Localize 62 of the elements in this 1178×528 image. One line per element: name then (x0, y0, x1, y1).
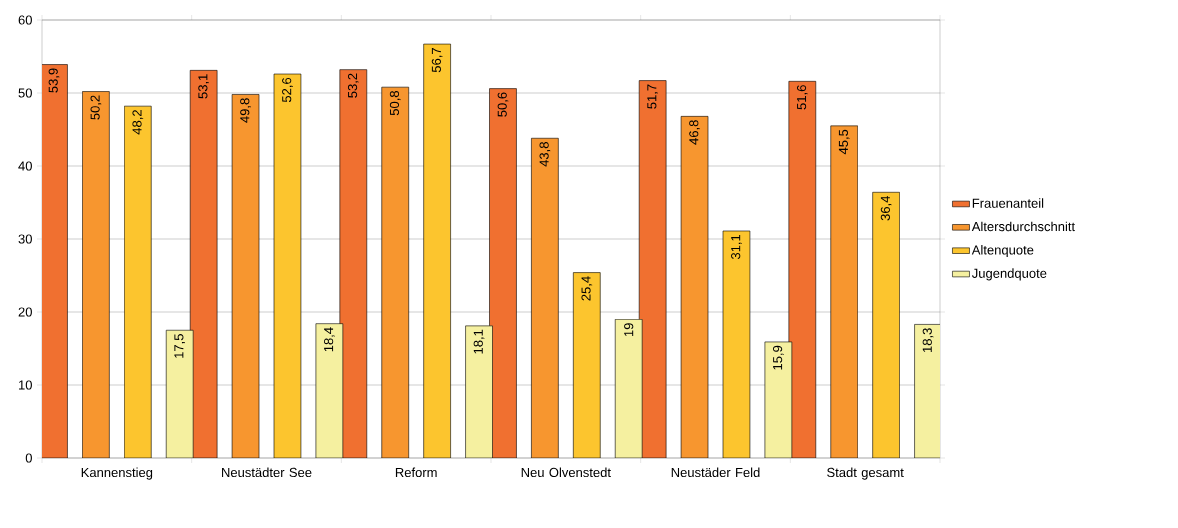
y-tick-label: 0 (25, 453, 32, 463)
data-label: 36,4 (880, 195, 892, 221)
bar (681, 116, 709, 458)
x-tick-label: Neu Olvenstedt (521, 467, 611, 478)
data-label: 53,9 (48, 68, 60, 93)
data-label: 51,7 (647, 84, 658, 109)
data-label: 53,1 (198, 74, 210, 99)
data-label: 49,8 (240, 98, 251, 123)
y-tick-label: 40 (18, 161, 32, 171)
data-label: 45,5 (838, 129, 850, 155)
bar (423, 44, 451, 458)
data-label: 18,3 (922, 328, 934, 353)
bar (42, 64, 68, 458)
y-tick-label: 20 (18, 307, 32, 317)
x-tick-label: Neustäder Feld (671, 467, 760, 478)
x-tick-label: Neustädter See (222, 467, 312, 478)
legend-label: Frauenanteil (972, 198, 1044, 208)
y-tick-label: 60 (18, 15, 32, 25)
bar (531, 138, 559, 458)
legend-label: Altenquote (971, 244, 1034, 258)
data-label: 25,4 (581, 276, 593, 301)
bar (273, 74, 301, 458)
bar (722, 230, 750, 458)
bar (339, 69, 367, 458)
data-label: 51,6 (796, 85, 808, 110)
bar (489, 88, 517, 458)
data-label: 46,8 (689, 120, 700, 145)
bar (166, 330, 194, 458)
bar (232, 94, 260, 458)
data-label: 19 (624, 323, 634, 337)
bar (830, 125, 858, 458)
x-tick-label: Reform (395, 467, 437, 478)
data-label: 18,4 (323, 327, 335, 352)
y-tick-label: 10 (18, 380, 32, 390)
bar (615, 319, 643, 458)
data-label: 50,6 (497, 92, 509, 117)
bar (465, 325, 493, 458)
data-label: 48,2 (132, 110, 144, 135)
bar (381, 87, 409, 458)
x-tick-label: Stadt gesamt (827, 467, 904, 480)
data-label: 52,6 (282, 77, 293, 103)
y-tick-label: 30 (18, 234, 32, 244)
bar (124, 106, 152, 458)
data-label: 15,9 (773, 345, 784, 370)
data-label: 17,5 (174, 334, 185, 358)
data-label: 31,1 (731, 234, 742, 260)
legend-label: Altersdurchschnitt (971, 221, 1075, 232)
data-label: 50,8 (389, 91, 401, 116)
data-label: 56,7 (431, 48, 443, 73)
bar (573, 272, 601, 458)
legend-label: Jugendquote (971, 268, 1047, 281)
bar (315, 323, 343, 458)
data-label: 50,2 (90, 95, 102, 120)
bar (914, 324, 941, 458)
bar (788, 81, 817, 458)
bar (872, 191, 900, 458)
data-label: 18,1 (473, 329, 485, 354)
data-label: 53,2 (347, 73, 359, 98)
bar (82, 91, 110, 458)
y-tick-label: 50 (18, 88, 32, 98)
x-tick-label: Kannenstieg (81, 467, 153, 480)
data-label: 43,8 (539, 142, 551, 167)
